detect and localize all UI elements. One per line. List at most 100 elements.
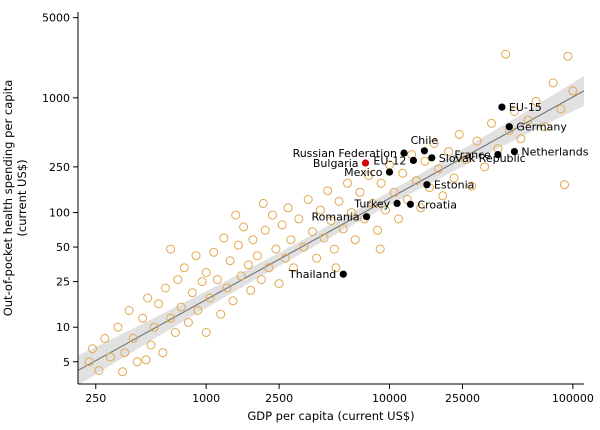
y-tick-label: 1000 xyxy=(42,92,70,105)
y-axis-title: Out-of-pocket health spending per capita… xyxy=(1,80,29,317)
data-point xyxy=(149,322,159,332)
data-point xyxy=(487,118,496,128)
data-point xyxy=(231,210,241,220)
point-label: Estonia xyxy=(434,179,475,192)
data-point xyxy=(143,293,153,303)
background-points xyxy=(84,49,578,377)
data-point xyxy=(141,355,151,365)
data-point xyxy=(444,147,454,157)
point-label: Germany xyxy=(516,121,567,134)
data-point xyxy=(166,313,176,323)
data-point xyxy=(138,313,148,323)
point-label: France xyxy=(454,149,491,162)
data-point xyxy=(467,181,476,191)
data-point xyxy=(132,357,142,367)
data-point xyxy=(338,224,348,234)
labeled-data-point xyxy=(494,151,502,159)
data-point xyxy=(323,186,333,196)
data-point xyxy=(376,178,386,188)
labeled-data-point xyxy=(505,123,513,131)
data-point xyxy=(563,51,573,61)
data-point xyxy=(94,366,104,375)
data-point xyxy=(258,198,268,208)
data-point xyxy=(216,309,226,319)
point-label: Bulgaria xyxy=(313,157,359,170)
data-point xyxy=(411,176,421,186)
point-label: EU-15 xyxy=(509,101,542,114)
data-point xyxy=(373,225,382,235)
data-point xyxy=(271,244,281,254)
point-label: Mexico xyxy=(344,166,383,179)
data-point xyxy=(394,214,403,224)
x-tick-label: 25000 xyxy=(445,392,480,405)
y-tick-label: 50 xyxy=(56,241,70,254)
data-point xyxy=(461,155,471,164)
data-point xyxy=(380,205,390,215)
x-tick-label: 1000 xyxy=(192,392,220,405)
data-point xyxy=(105,352,115,362)
labeled-data-point xyxy=(510,148,518,156)
data-point xyxy=(222,283,232,293)
data-point xyxy=(193,306,203,315)
data-point xyxy=(516,134,526,144)
x-tick-label: 2500 xyxy=(265,392,293,405)
data-point xyxy=(509,107,519,116)
y-tick-label: 5000 xyxy=(42,12,70,25)
data-point xyxy=(166,244,176,254)
axes: 250 1000 2500 10000 25000 100000 5 10 25 50 100 250… xyxy=(1,12,594,423)
point-label: Chile xyxy=(411,134,439,147)
data-point xyxy=(246,285,256,295)
data-point xyxy=(252,251,262,261)
data-point xyxy=(346,208,356,217)
y-tick-label: 250 xyxy=(49,161,70,174)
data-point xyxy=(329,244,339,254)
data-point xyxy=(243,260,253,270)
data-point xyxy=(389,187,399,197)
data-point xyxy=(299,242,309,252)
data-point xyxy=(274,279,284,289)
data-point xyxy=(560,180,569,190)
data-point xyxy=(280,253,290,263)
data-point xyxy=(326,216,336,226)
data-point xyxy=(154,299,164,309)
labeled-data-point xyxy=(400,149,408,157)
data-point xyxy=(183,318,193,327)
data-point xyxy=(289,263,299,273)
point-label: Netherlands xyxy=(521,146,588,159)
data-point xyxy=(191,251,201,261)
regression-line xyxy=(78,90,584,371)
data-point xyxy=(201,268,211,277)
data-point xyxy=(205,293,215,303)
data-point xyxy=(113,322,123,332)
data-point xyxy=(197,277,207,287)
data-point xyxy=(268,210,277,220)
data-point xyxy=(239,222,249,232)
x-tick-label: 100000 xyxy=(552,392,594,405)
data-point xyxy=(84,357,94,367)
data-point xyxy=(523,115,533,125)
data-point xyxy=(179,263,189,273)
data-point xyxy=(128,333,138,343)
y-tick-label: 100 xyxy=(49,207,70,220)
data-point xyxy=(187,288,197,298)
data-point xyxy=(434,164,443,174)
data-point xyxy=(449,173,459,183)
data-point xyxy=(331,263,341,273)
data-point xyxy=(368,198,378,208)
x-axis-title: GDP per capita (current US$) xyxy=(247,409,414,423)
data-point xyxy=(161,283,170,293)
data-point xyxy=(308,227,317,237)
data-point xyxy=(100,333,110,343)
data-point xyxy=(375,244,385,254)
data-point xyxy=(248,235,258,245)
data-point xyxy=(170,328,180,337)
data-point xyxy=(124,306,134,315)
data-point xyxy=(429,139,439,148)
data-point xyxy=(277,220,287,230)
data-point xyxy=(233,240,243,250)
point-label: Slovak Republic xyxy=(439,152,526,165)
point-label: Russian Federation xyxy=(293,147,397,160)
point-label: EU-12 xyxy=(373,154,406,167)
